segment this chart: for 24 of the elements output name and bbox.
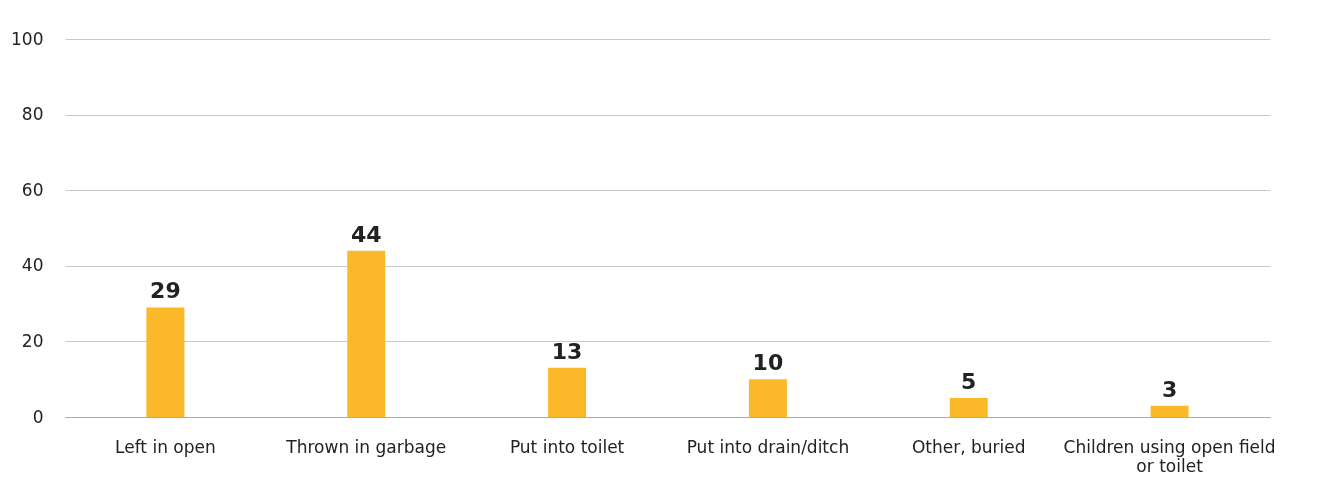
data-label: 5	[961, 369, 977, 395]
bar	[748, 379, 787, 417]
bar	[347, 250, 386, 417]
y-tick-label: 20	[21, 330, 44, 351]
y-tick-label: 60	[21, 179, 44, 200]
data-label: 10	[752, 350, 784, 376]
data-label: 29	[150, 278, 181, 304]
x-tick-label: Put into toilet	[509, 436, 625, 457]
y-tick-label: 100	[11, 28, 44, 49]
x-tick-label: Thrown in garbage	[285, 436, 447, 457]
bar	[146, 307, 185, 417]
y-tick-label: 80	[21, 104, 44, 125]
x-tick-label: Other, buried	[911, 436, 1026, 457]
data-label: 13	[551, 338, 583, 364]
x-tick-label: Left in open	[115, 436, 216, 457]
bar	[1150, 405, 1189, 417]
data-label: 3	[1161, 376, 1178, 402]
x-tick-label: Put into drain/ditch	[686, 436, 850, 457]
y-tick-label: 0	[32, 406, 44, 427]
bar	[548, 367, 587, 417]
x-tick-label: Children using open field or toilet	[1063, 436, 1276, 476]
bar	[949, 398, 988, 417]
y-tick-label: 40	[21, 255, 44, 276]
data-label: 44	[350, 221, 382, 247]
